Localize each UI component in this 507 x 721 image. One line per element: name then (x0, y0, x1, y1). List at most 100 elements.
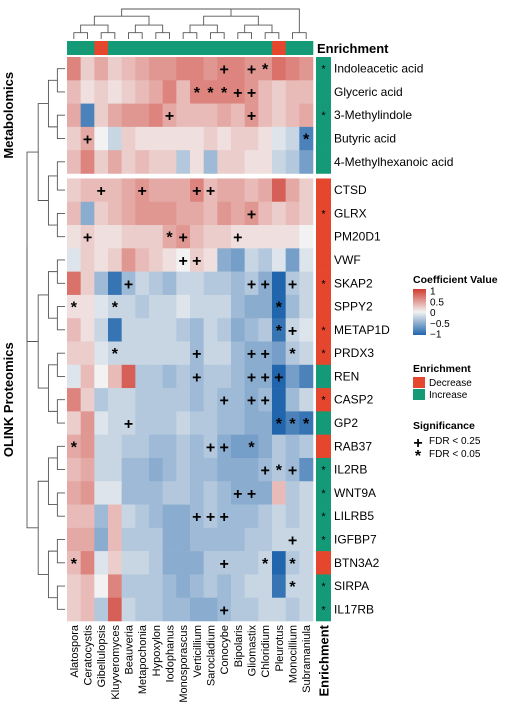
heatmap-cell (67, 248, 81, 272)
heatmap-cell (162, 504, 177, 529)
heatmap-cell (299, 411, 314, 435)
heatmap-cell (258, 126, 273, 151)
row-enrichment-cell (316, 103, 331, 128)
heatmap-cell (244, 504, 259, 529)
significance-star: * (221, 85, 228, 102)
heatmap-cell (299, 434, 314, 459)
heatmap-cell (285, 225, 300, 249)
row-enrichment-cell (316, 271, 331, 296)
heatmap-cell (176, 57, 191, 81)
heatmap-cell (176, 103, 191, 128)
legend-enrichment-swatch (413, 389, 425, 400)
heatmap-cell (176, 551, 191, 575)
heatmap-cell (190, 248, 204, 272)
heatmap-cell (231, 364, 245, 389)
heatmap-cell (244, 248, 259, 272)
significance-plus: + (137, 183, 146, 200)
row-label: SPPY2 (334, 300, 373, 314)
heatmap-cell (94, 150, 109, 174)
significance-star: * (276, 463, 283, 480)
significance-plus: + (206, 509, 215, 526)
row-label: Indoleacetic acid (334, 62, 423, 76)
heatmap-cell (80, 225, 95, 249)
heatmap-cell (190, 150, 204, 174)
heatmap-cell (190, 481, 204, 505)
heatmap-cell (203, 527, 218, 552)
heatmap-cell (162, 103, 177, 128)
heatmap-cell (299, 103, 314, 128)
heatmap-cell (231, 271, 245, 296)
heatmap-cell (299, 364, 314, 389)
heatmap-cell (299, 57, 314, 81)
row-enrichment-cell (316, 388, 331, 412)
significance-plus: + (206, 439, 215, 456)
heatmap-cell (121, 57, 136, 81)
heatmap-cell (258, 201, 273, 226)
heatmap-cell (190, 597, 204, 622)
column-label: Iodophanus (165, 625, 177, 683)
heatmap-cell (176, 341, 191, 366)
heatmap-cell (94, 551, 109, 575)
heatmap-cell (108, 341, 122, 366)
row-enrichment-cell (316, 411, 331, 435)
heatmap-cell (135, 294, 150, 319)
heatmap-cell (231, 551, 245, 575)
heatmap-cell (80, 457, 95, 482)
heatmap-cell (67, 388, 81, 412)
column-label: Chloridium (260, 625, 272, 678)
heatmap-cell (162, 126, 177, 151)
significance-plus: + (206, 183, 215, 200)
heatmap-cell (258, 411, 273, 435)
heatmap-cell (135, 80, 150, 104)
heatmap-cell (190, 341, 204, 366)
heatmap-cell (285, 411, 300, 435)
row-dendrogram (26, 68, 65, 610)
heatmap-cell (285, 126, 300, 151)
heatmap-cell (285, 294, 300, 319)
row-enrichment-cell (316, 434, 331, 459)
significance-plus: + (178, 230, 187, 247)
column-enrichment-cell (149, 41, 163, 55)
significance-star: * (207, 85, 214, 102)
heatmap-cell (285, 481, 300, 505)
heatmap-cell (162, 551, 177, 575)
heatmap-cell (176, 271, 191, 296)
heatmap-cell (203, 201, 218, 226)
heatmap-cell (272, 150, 286, 174)
legend-plus-symbol: + (413, 435, 422, 452)
heatmap-cell (94, 388, 109, 412)
heatmap-cell (162, 150, 177, 174)
significance-plus: + (247, 369, 256, 386)
significance-plus: + (219, 556, 228, 573)
heatmap-cell (67, 411, 81, 435)
heatmap-cell (162, 225, 177, 249)
heatmap-cell (272, 225, 286, 249)
heatmap-cell (231, 597, 245, 622)
column-label: Kluyveromyces (110, 625, 122, 700)
heatmap-cell (272, 388, 286, 412)
heatmap-cell (80, 318, 95, 342)
significance-star: * (289, 579, 296, 596)
heatmap-cells (67, 57, 314, 622)
heatmap-cell (121, 551, 136, 575)
row-label: GP2 (334, 416, 358, 430)
heatmap-cell (190, 504, 204, 529)
heatmap-cell (135, 364, 150, 389)
heatmap-cell (149, 411, 163, 435)
column-label: Sarocladium (206, 625, 218, 686)
heatmap-cell (162, 388, 177, 412)
heatmap-cell (299, 225, 314, 249)
heatmap-cell (272, 126, 286, 151)
column-label: Pleurotus (274, 625, 286, 672)
heatmap-cell (149, 126, 163, 151)
column-labels: Alatospora Ceratocystis Gibellulopsis Kluyv… (69, 624, 313, 703)
heatmap-cell (149, 434, 163, 459)
heatmap-cell (67, 178, 81, 203)
row-enrichment-mark: * (321, 488, 326, 500)
heatmap-cell (80, 527, 95, 552)
heatmap-cell (67, 551, 81, 575)
heatmap-cell (203, 318, 218, 342)
heatmap-cell (203, 294, 218, 319)
row-enrichment-mark: * (321, 325, 326, 337)
heatmap-cell (217, 271, 232, 296)
